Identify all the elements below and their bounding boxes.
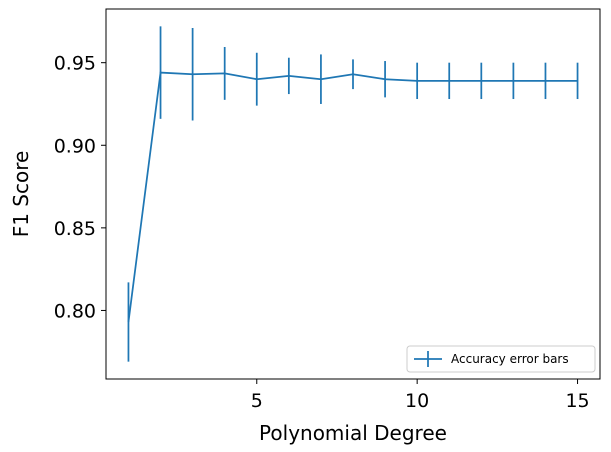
x-axis-ticks: 5 10 15 bbox=[251, 379, 590, 412]
legend-frame bbox=[406, 345, 596, 373]
y-tick-label: 0.90 bbox=[54, 135, 96, 157]
plot-frame bbox=[105, 8, 601, 380]
legend: Accuracy error bars bbox=[406, 345, 596, 373]
legend-label: Accuracy error bars bbox=[451, 352, 569, 366]
y-tick-label: 0.95 bbox=[54, 53, 96, 75]
series-line bbox=[127, 71, 578, 323]
x-axis-title: Polynomial Degree bbox=[259, 421, 447, 445]
x-tick-label: 15 bbox=[565, 390, 589, 412]
y-tick-label: 0.80 bbox=[54, 300, 96, 322]
y-tick-label: 0.85 bbox=[54, 218, 96, 240]
x-tick-label: 10 bbox=[405, 390, 429, 412]
x-tick-label: 5 bbox=[251, 390, 263, 412]
y-axis-title: F1 Score bbox=[9, 151, 33, 238]
y-axis-ticks: 0.80 0.85 0.90 0.95 bbox=[54, 53, 106, 322]
